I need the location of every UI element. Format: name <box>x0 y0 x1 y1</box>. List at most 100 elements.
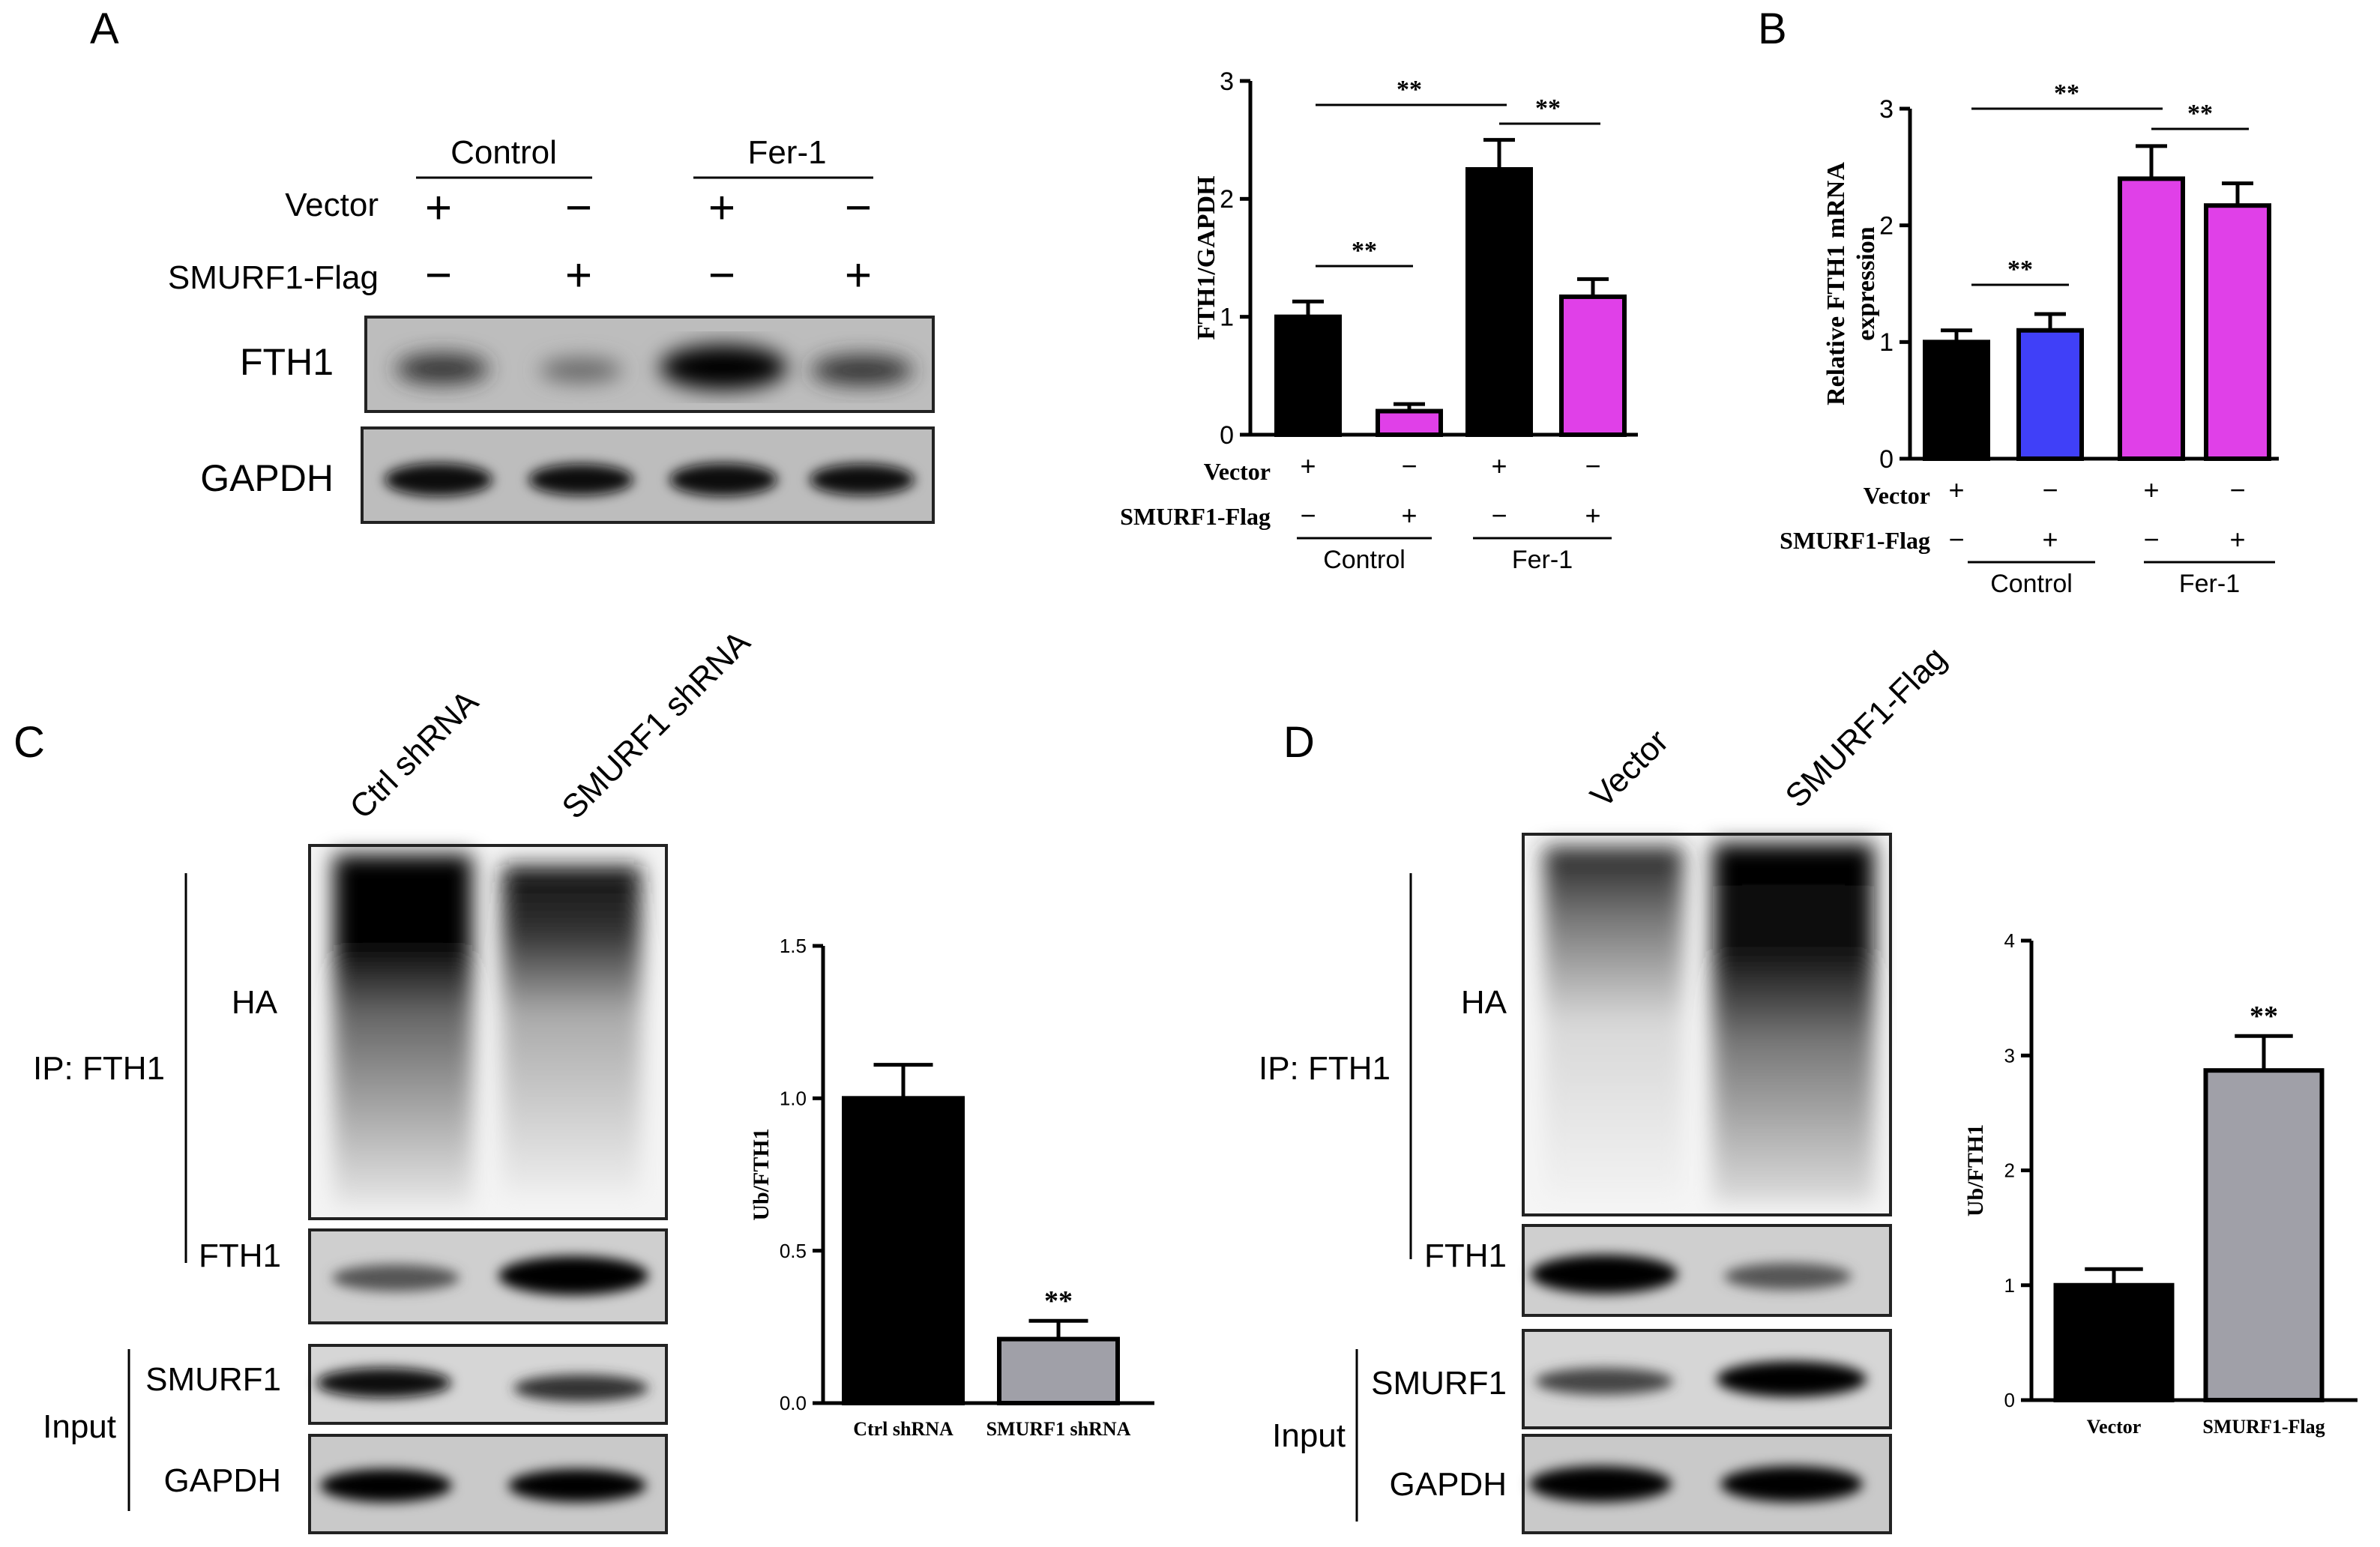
band <box>528 464 633 495</box>
y-tick-label: 3 <box>1879 95 1894 124</box>
significance-marker: ** <box>1535 94 1561 122</box>
chart-ub-fth1-knockdown: 0.0 0.5 1.0 1.5 Ub/FTH1 Ctrl shRNA SMURF1 shRN… <box>749 935 1154 1440</box>
x-tick-label: Ctrl shRNA <box>853 1418 953 1440</box>
smear <box>1544 847 1683 1199</box>
band <box>811 355 913 385</box>
sign-vector-2: − <box>565 182 592 234</box>
sign-flag-1: − <box>425 250 452 301</box>
smear <box>502 866 641 1195</box>
lane-label-smurf1-shrna: SMURF1 shRNA <box>555 624 757 826</box>
y-tick-label: 0 <box>1220 421 1234 450</box>
y-tick-label: 4 <box>2004 929 2015 952</box>
x-tick-label: Vector <box>2087 1416 2142 1438</box>
significance-marker: ** <box>2250 1001 2278 1032</box>
lane-label-ctrl-shrna: Ctrl shRNA <box>343 683 486 826</box>
blot-label-fth1: FTH1 <box>1424 1237 1507 1274</box>
blot-ha-outline <box>1522 833 1892 1216</box>
bar <box>997 1336 1120 1405</box>
group-label: Control <box>1323 546 1406 574</box>
band <box>385 463 492 496</box>
sign-flag: + <box>2229 524 2245 555</box>
sign-flag-4: + <box>845 250 872 301</box>
lane-label-vector: Vector <box>1583 723 1675 815</box>
significance-marker: ** <box>2054 79 2079 107</box>
sign-vector: − <box>2229 474 2245 505</box>
y-axis-label: FTH1/GAPDH <box>1193 175 1220 340</box>
sign-flag: − <box>2143 524 2159 555</box>
band <box>396 354 489 384</box>
band <box>320 1469 452 1502</box>
row-label-smurf1-flag: SMURF1-Flag <box>168 259 379 296</box>
sign-flag: + <box>1585 500 1600 531</box>
ip-label: IP: FTH1 <box>33 1050 165 1087</box>
blot-label-smurf1: SMURF1 <box>1371 1365 1507 1402</box>
blot-label-fth1: FTH1 <box>199 1237 281 1274</box>
lane-label-smurf1-flag: SMURF1-Flag <box>1778 640 1953 815</box>
band <box>810 464 915 495</box>
band <box>1529 1466 1672 1502</box>
sign-vector: + <box>1491 450 1507 481</box>
sign-vector: − <box>1401 450 1417 481</box>
input-label: Input <box>43 1408 116 1445</box>
panel-label-d: D <box>1283 718 1315 767</box>
significance-marker: ** <box>1352 237 1377 265</box>
band <box>540 358 622 382</box>
x-tick-label: SMURF1 shRNA <box>986 1418 1131 1440</box>
band <box>1531 1255 1678 1294</box>
y-tick-label: 1.0 <box>780 1087 807 1109</box>
sign-flag: + <box>2042 524 2058 555</box>
group-label: Fer-1 <box>2179 570 2240 598</box>
sign-vector-1: + <box>425 182 452 234</box>
group-label-fer1: Fer-1 <box>747 134 826 171</box>
y-tick-label: 0 <box>2004 1389 2015 1411</box>
group-label: Control <box>1990 570 2073 598</box>
row-label-vector: Vector <box>1864 482 1930 509</box>
panel-a-blot: Control Fer-1 Vector SMURF1-Flag + − + −… <box>168 134 935 524</box>
panel-d-blot: Vector SMURF1-Flag IP: FTH1 HA FTH1 Inpu… <box>1259 640 1953 1534</box>
input-label: Input <box>1272 1417 1346 1454</box>
significance-marker: ** <box>1397 76 1422 103</box>
bar <box>1274 314 1342 437</box>
blot-label-fth1: FTH1 <box>240 341 334 383</box>
y-axis-label: Ub/FTH1 <box>1963 1124 1988 1216</box>
sign-vector-3: + <box>708 182 735 234</box>
band <box>508 1469 646 1502</box>
sign-flag: − <box>1300 500 1316 531</box>
band <box>1724 1263 1852 1290</box>
band <box>669 463 777 496</box>
panel-label-c: C <box>13 718 45 767</box>
sign-vector: + <box>1300 450 1316 481</box>
y-tick-label: 1 <box>1879 328 1894 357</box>
significance-marker: ** <box>1044 1285 1073 1317</box>
band <box>316 1368 451 1398</box>
band <box>1717 1361 1867 1397</box>
panel-label-a: A <box>90 4 119 53</box>
bar <box>1376 408 1443 437</box>
sign-vector: + <box>1948 474 1964 505</box>
blot-label-gapdh: GAPDH <box>1390 1466 1507 1503</box>
y-axis-label: Ub/FTH1 <box>749 1128 774 1220</box>
bar <box>2016 328 2084 461</box>
row-label-smurf1-flag: SMURF1-Flag <box>1780 527 1930 554</box>
band <box>1535 1368 1673 1395</box>
bar <box>2204 203 2271 461</box>
bar <box>1465 167 1533 437</box>
y-tick-label: 1 <box>1220 304 1234 332</box>
y-tick-label: 2 <box>1220 185 1234 214</box>
y-tick-label: 0.0 <box>780 1392 807 1414</box>
band <box>498 1256 648 1295</box>
y-tick-label: 0 <box>1879 445 1894 474</box>
y-tick-label: 2 <box>1879 212 1894 241</box>
y-tick-label: 1 <box>2004 1274 2015 1297</box>
chart-fth1-mrna: 0 1 2 3 Relative FTH1 mRNA expression Vector SM… <box>1780 79 2279 598</box>
y-tick-label: 0.5 <box>780 1240 807 1262</box>
sign-flag-2: + <box>565 250 592 301</box>
y-tick-label: 1.5 <box>780 935 807 957</box>
smear <box>334 854 472 1207</box>
row-label-vector: Vector <box>285 187 379 223</box>
sign-flag: + <box>1401 500 1417 531</box>
sign-vector: − <box>2042 474 2058 505</box>
group-label-control: Control <box>451 134 557 171</box>
group-label: Fer-1 <box>1512 546 1573 574</box>
y-tick-label: 3 <box>2004 1044 2015 1067</box>
